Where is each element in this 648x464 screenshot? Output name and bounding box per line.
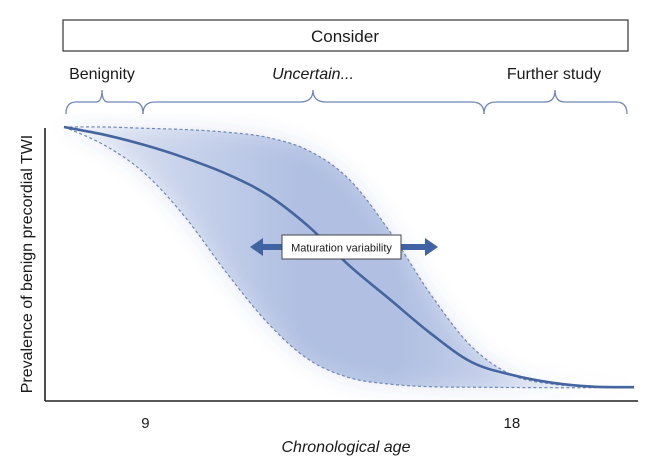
phase-label-further-study: Further study (507, 66, 601, 83)
series-line-early (63, 126, 634, 389)
consider-box (62, 19, 629, 52)
x-axis-label: Chronological age (282, 439, 411, 456)
brace-further-study (483, 89, 628, 115)
phase-label-uncertain: Uncertain... (272, 66, 354, 83)
phase-label-benignity: Benignity (69, 66, 135, 83)
x-tick-label-9: 9 (141, 415, 149, 432)
y-axis-label: Prevalence of benign precordial TWI (19, 135, 36, 394)
brace-benignity (65, 89, 144, 115)
series-line-central (63, 125, 635, 389)
series-line-late (63, 126, 635, 388)
consider-label: Consider (311, 27, 379, 46)
annotation-label: Maturation variability (291, 243, 392, 255)
x-tick-label-18: 18 (504, 415, 521, 432)
annotation-box (281, 234, 402, 260)
brace-uncertain (142, 89, 485, 115)
